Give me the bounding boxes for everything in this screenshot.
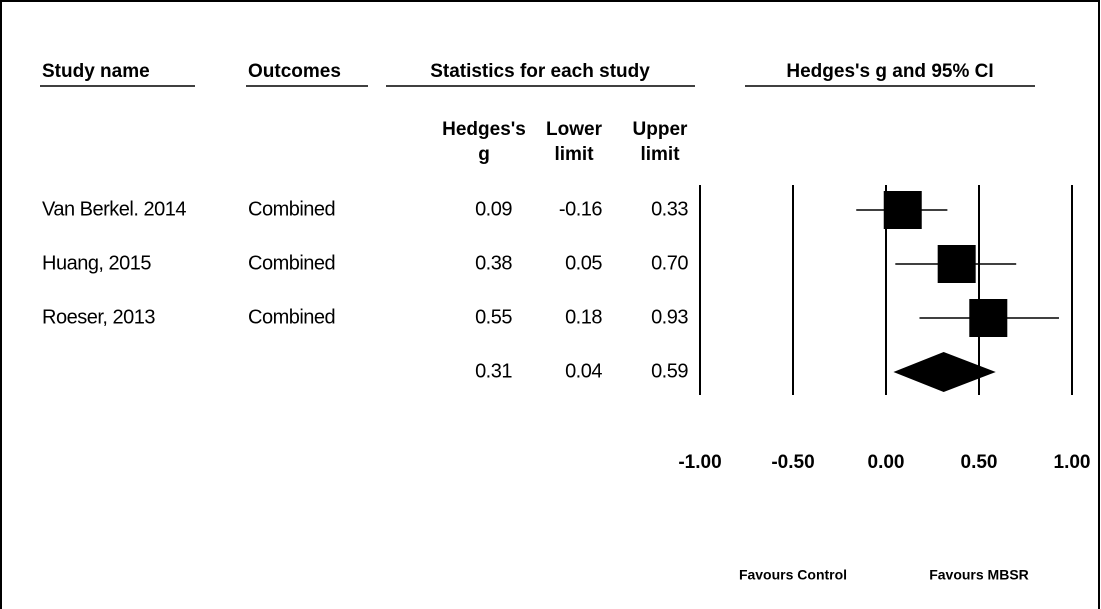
study-name: Roeser, 2013 — [42, 306, 155, 328]
stat-value: 0.09 — [475, 198, 512, 220]
outcome: Combined — [248, 306, 335, 328]
subheader: Hedges's g — [442, 119, 526, 165]
favours-right: Favours MBSR — [929, 567, 1029, 583]
stat-value: 0.18 — [565, 306, 602, 328]
stat-value: 0.70 — [651, 252, 688, 274]
study-name: Van Berkel. 2014 — [42, 198, 186, 220]
stats-header: Statistics for each study — [430, 61, 650, 82]
stat-value: -0.16 — [559, 198, 602, 220]
summary-value: 0.04 — [565, 360, 602, 382]
summary-value: 0.59 — [651, 360, 688, 382]
study-name: Huang, 2015 — [42, 252, 151, 274]
stat-value: 0.33 — [651, 198, 688, 220]
outcome: Combined — [248, 198, 335, 220]
effect-square — [969, 299, 1008, 337]
x-tick-label: -0.50 — [771, 452, 814, 473]
summary-value: 0.31 — [475, 360, 512, 382]
summary-diamond — [893, 352, 996, 392]
x-tick-label: 1.00 — [1054, 452, 1091, 473]
outcome-header: Outcomes — [248, 61, 341, 82]
x-tick-label: 0.00 — [868, 452, 905, 473]
plot-header: Hedges's g and 95% CI — [786, 61, 993, 82]
favours-left: Favours Control — [739, 567, 847, 583]
stat-value: 0.05 — [565, 252, 602, 274]
stat-value: 0.38 — [475, 252, 512, 274]
outcome: Combined — [248, 252, 335, 274]
subheader: Lower limit — [546, 119, 603, 165]
effect-square — [883, 191, 922, 229]
stat-value: 0.93 — [651, 306, 688, 328]
effect-square — [937, 245, 976, 283]
x-tick-label: -1.00 — [678, 452, 721, 473]
study-header: Study name — [42, 61, 150, 82]
x-tick-label: 0.50 — [961, 452, 998, 473]
stat-value: 0.55 — [475, 306, 512, 328]
subheader: Upper limit — [633, 119, 689, 165]
